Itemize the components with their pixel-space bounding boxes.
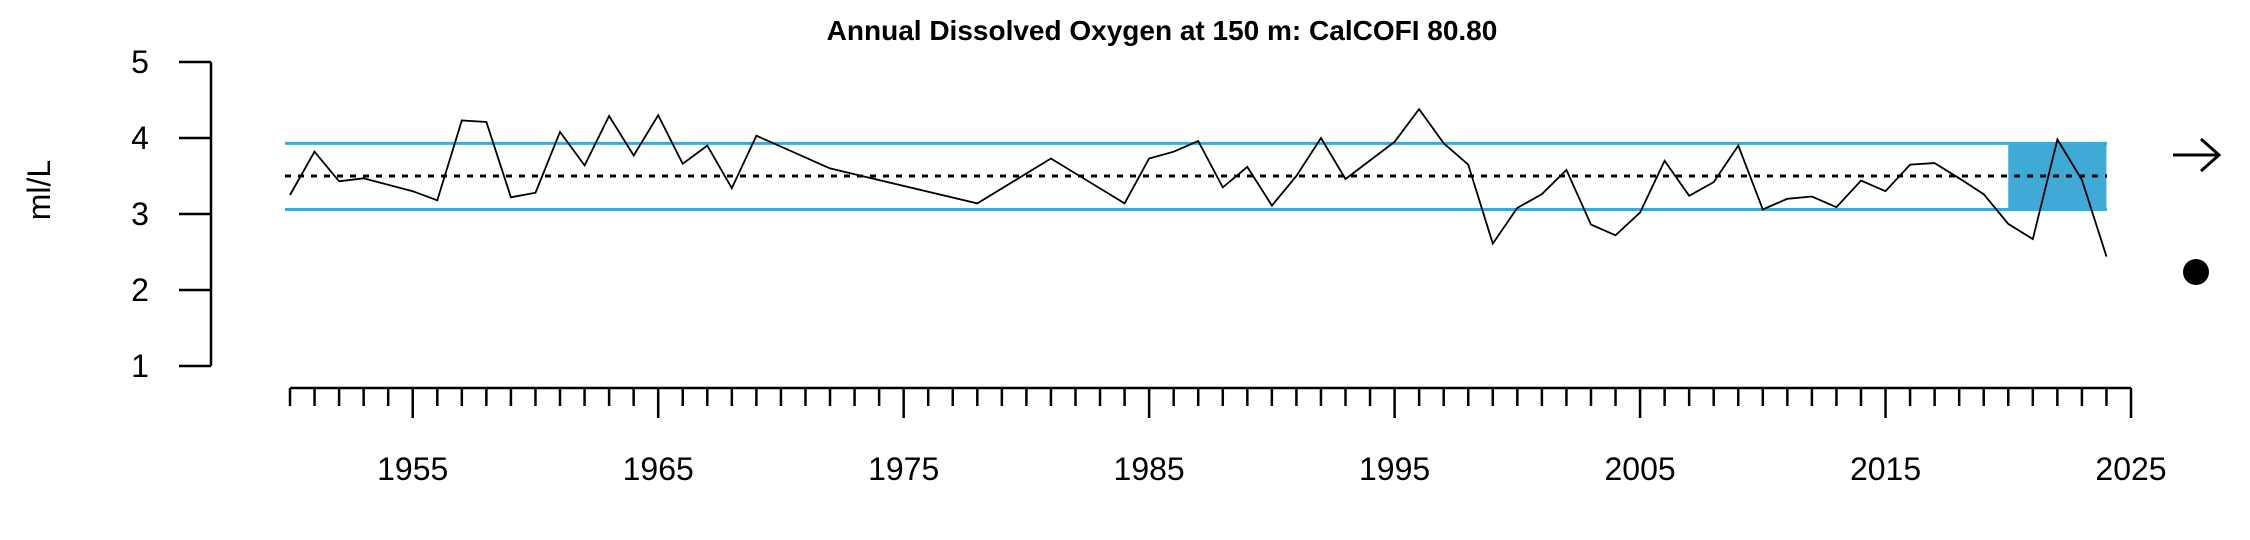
- trend-arrow-icon: [2173, 137, 2222, 173]
- trend-arrow-head: [2200, 137, 2222, 173]
- x-tick-label: 2005: [1604, 451, 1675, 487]
- x-tick-label: 1965: [623, 451, 694, 487]
- x-tick-label: 1975: [868, 451, 939, 487]
- chart-title: Annual Dissolved Oxygen at 150 m: CalCOF…: [827, 15, 1498, 46]
- x-axis: 1955 1965 1975 1985 1995 2005 2015 2025: [288, 386, 2167, 487]
- status-symbols: [2173, 137, 2222, 285]
- x-tick-label: 1995: [1359, 451, 1430, 487]
- series-line-0: [289, 107, 2108, 257]
- y-tick-label: 1: [131, 348, 149, 384]
- x-tick-label: 2015: [1850, 451, 1921, 487]
- x-tick-label: 1955: [377, 451, 448, 487]
- y-tick-label: 2: [131, 272, 149, 308]
- plot-area: [285, 107, 2108, 257]
- status-dot-icon: [2183, 259, 2209, 285]
- y-tick-label: 4: [131, 120, 149, 156]
- y-tick-label: 5: [131, 44, 149, 80]
- y-tick-label: 3: [131, 196, 149, 232]
- y-axis: 1 2 3 4 5: [131, 44, 213, 384]
- x-tick-label: 2025: [2095, 451, 2166, 487]
- x-tick-label: 1985: [1114, 451, 1185, 487]
- y-axis-label: ml/L: [21, 160, 57, 220]
